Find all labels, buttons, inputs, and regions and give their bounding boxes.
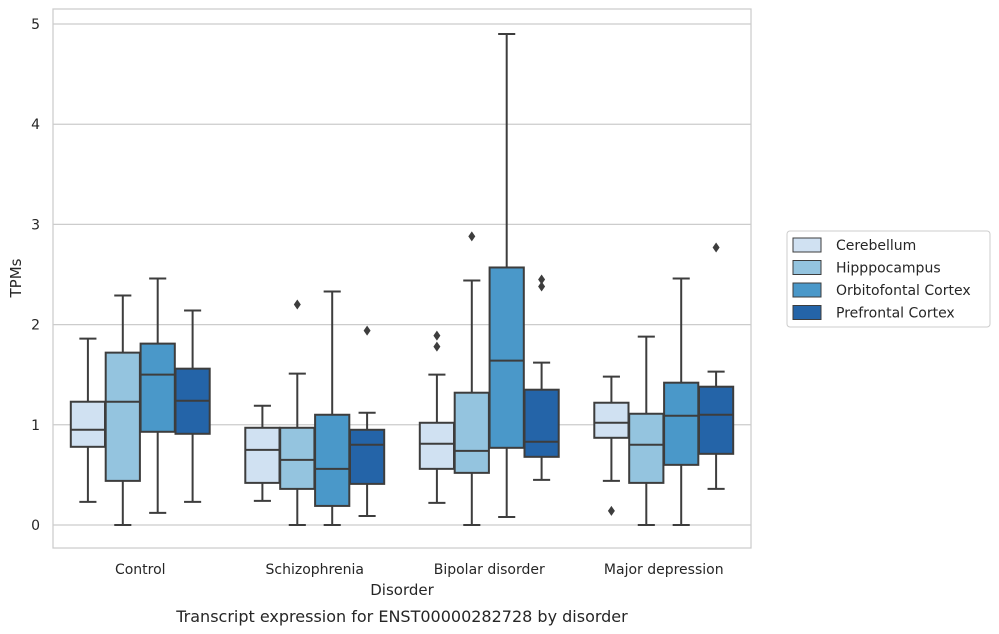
outlier-point bbox=[607, 505, 615, 516]
iqr-box bbox=[453, 391, 490, 474]
box-cerebellum bbox=[593, 375, 630, 516]
box-groups bbox=[69, 33, 735, 526]
x-tick-label: Bipolar disorder bbox=[434, 562, 545, 578]
box-orbitofontal-cortex bbox=[314, 290, 351, 526]
legend-frame bbox=[786, 230, 991, 328]
box-prefrontal-cortex bbox=[174, 309, 211, 503]
legend-label: Orbitofontal Cortex bbox=[836, 283, 971, 299]
outlier-point bbox=[433, 341, 441, 352]
outlier-point bbox=[433, 330, 441, 341]
box-hipppocampus bbox=[453, 231, 490, 526]
box-orbitofontal-cortex bbox=[139, 277, 176, 514]
legend-label: Prefrontal Cortex bbox=[836, 306, 955, 322]
y-axis-label: TPMs bbox=[7, 258, 25, 298]
outlier-point bbox=[712, 242, 720, 253]
chart-caption: Transcript expression for ENST0000028272… bbox=[175, 607, 628, 626]
iqr-box bbox=[348, 428, 386, 485]
iqr-box bbox=[488, 266, 525, 449]
box-cerebellum bbox=[418, 330, 456, 504]
box-hipppocampus bbox=[628, 335, 665, 526]
legend-label: Cerebellum bbox=[836, 238, 916, 254]
y-tick-label: 3 bbox=[31, 217, 40, 233]
y-tick-label: 5 bbox=[31, 17, 40, 33]
y-tick-label: 2 bbox=[31, 318, 40, 334]
outlier-point bbox=[293, 299, 301, 310]
box-hipppocampus bbox=[104, 294, 141, 526]
iqr-box bbox=[69, 400, 107, 448]
iqr-box bbox=[523, 388, 560, 458]
iqr-box bbox=[628, 412, 665, 484]
y-tick-label: 4 bbox=[31, 117, 40, 133]
outlier-point bbox=[468, 231, 476, 242]
legend-swatch bbox=[792, 260, 822, 275]
legend-swatch bbox=[792, 305, 822, 320]
legend: Cerebellum Hipppocampus Orbitofontal Corte… bbox=[786, 230, 991, 328]
iqr-box bbox=[663, 381, 700, 466]
x-axis-ticks: Control Schizophrenia Bipolar disorder Majo… bbox=[115, 562, 724, 578]
box-orbitofontal-cortex bbox=[663, 277, 700, 526]
y-tick-label: 0 bbox=[31, 518, 40, 534]
iqr-box bbox=[279, 426, 316, 490]
box-cerebellum bbox=[244, 404, 281, 502]
box-prefrontal-cortex bbox=[697, 242, 735, 490]
iqr-box bbox=[593, 401, 630, 439]
box-prefrontal-cortex bbox=[348, 325, 386, 517]
y-tick-label: 1 bbox=[31, 418, 40, 434]
x-axis-label: Disorder bbox=[370, 581, 434, 599]
box-hipppocampus bbox=[279, 299, 316, 526]
x-tick-label: Control bbox=[115, 562, 166, 578]
outlier-point bbox=[363, 325, 371, 336]
outlier-point bbox=[538, 281, 546, 292]
box-prefrontal-cortex bbox=[523, 274, 560, 481]
iqr-box bbox=[244, 426, 281, 484]
y-axis-ticks: 0 1 2 3 4 5 bbox=[31, 17, 40, 534]
legend-swatch bbox=[792, 282, 822, 298]
iqr-box bbox=[314, 413, 351, 507]
plot-area bbox=[52, 8, 752, 549]
iqr-box bbox=[104, 351, 141, 482]
outlier-point bbox=[538, 274, 546, 285]
legend-label: Hipppocampus bbox=[836, 261, 941, 277]
iqr-box bbox=[418, 421, 456, 470]
box-orbitofontal-cortex bbox=[488, 33, 525, 518]
iqr-box bbox=[697, 385, 735, 455]
x-tick-label: Schizophrenia bbox=[266, 562, 364, 578]
x-tick-label: Major depression bbox=[604, 562, 724, 578]
box-cerebellum bbox=[69, 337, 107, 503]
iqr-box bbox=[139, 342, 176, 433]
legend-swatch bbox=[792, 237, 822, 253]
